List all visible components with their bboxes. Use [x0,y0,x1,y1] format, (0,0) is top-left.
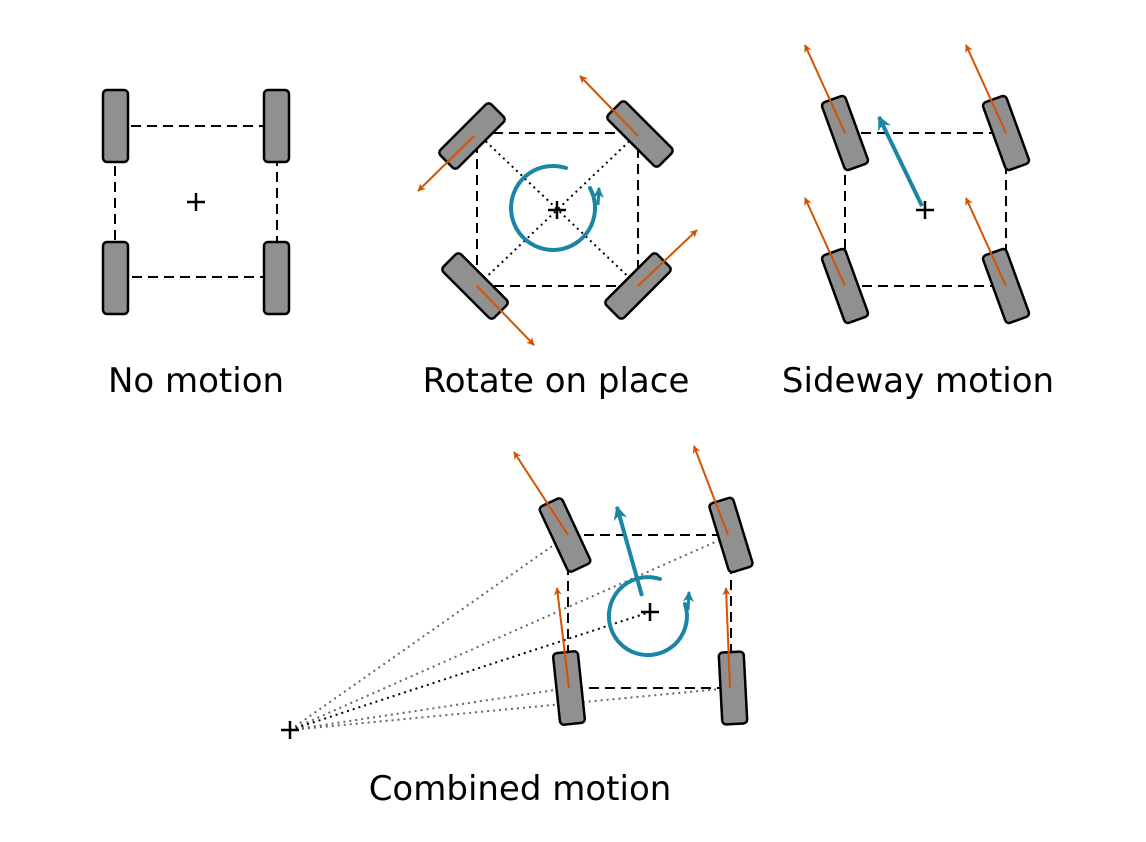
arrow-icon [553,587,570,689]
arrow-icon [417,135,475,192]
panel-combined-motion [281,445,754,739]
wheel [262,88,291,164]
arrow-icon [804,197,846,287]
wheel [717,650,749,726]
caption-no-motion: No motion [107,361,285,401]
arrow-icon [692,445,729,536]
icr-construction-lines [289,534,732,731]
panel-rotate-on-place [417,75,698,346]
wheel [438,102,506,170]
wheel [262,240,291,316]
chassis-outline [844,132,1007,287]
icr-plus-marker [281,721,299,739]
center-plus-marker [548,201,566,219]
chassis-outline [114,125,278,278]
chassis-outline [476,132,639,287]
center-plus-marker [916,201,934,219]
wheel-velocity-arrows [417,75,698,346]
rotation-arrowhead [592,186,604,206]
arrow-icon [637,229,698,287]
arrow-icon [579,75,639,137]
center-plus-marker [187,193,205,211]
panel-no-motion [101,88,291,316]
wheel-velocity-arrows [513,445,731,689]
rotation-arrow-icon [606,575,689,658]
wheel [538,497,592,573]
wheel [606,100,674,168]
arrow-icon [965,197,1007,287]
diagonal-construction-lines [476,132,639,287]
wheel [101,240,130,316]
arrow-icon [965,44,1007,134]
arrow-icon [804,44,846,134]
arrow-icon [513,451,569,536]
caption-combined-motion: Combined motion [368,769,672,809]
wheel [101,88,130,164]
caption-rotate-on-place: Rotate on place [422,361,690,401]
wheel-velocity-arrows [804,44,1007,287]
panel-sideway-motion [804,44,1031,325]
arrow-icon [476,285,535,346]
body-velocity-arrow-icon [613,505,644,597]
arrow-icon [722,587,731,689]
body-velocity-arrow-icon [877,115,924,207]
rotation-arrowhead [682,590,694,611]
chassis-outline [567,534,732,689]
center-plus-marker [641,603,659,621]
rotation-arrow-icon [509,164,598,252]
caption-sideway-motion: Sideway motion [781,361,1055,401]
